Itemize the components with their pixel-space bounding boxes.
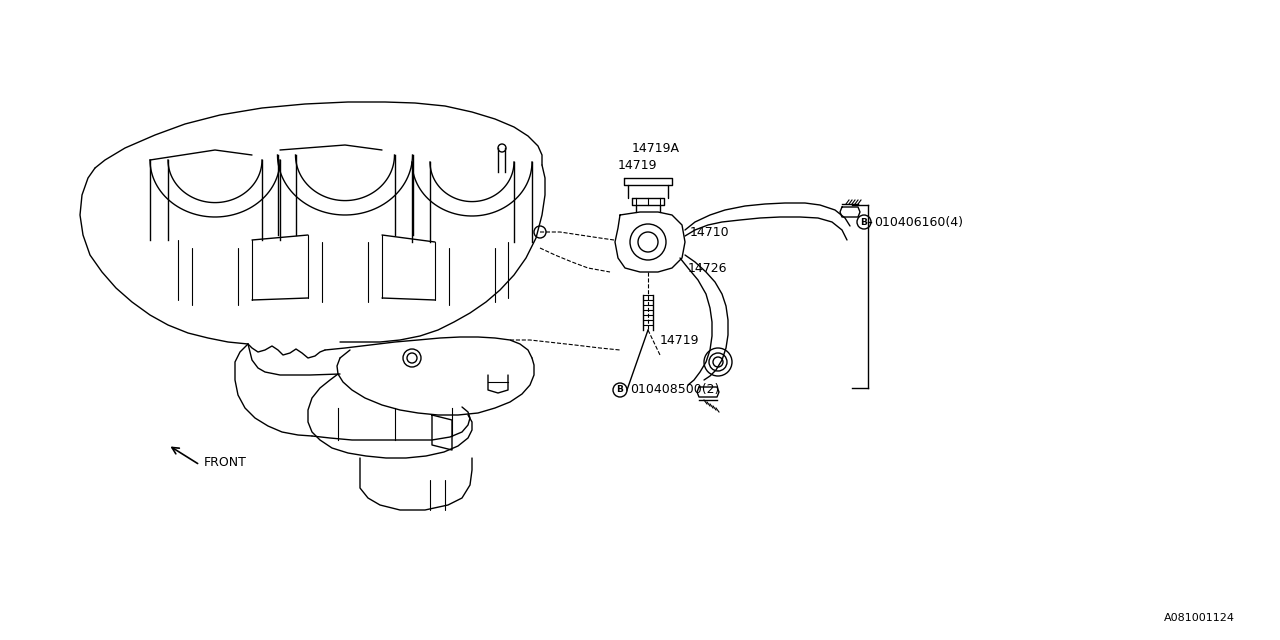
Text: B: B — [617, 385, 623, 394]
Text: 14719: 14719 — [618, 159, 658, 172]
Text: 14726: 14726 — [689, 262, 727, 275]
Text: 010406160(4): 010406160(4) — [874, 216, 963, 228]
Text: 010408500(2): 010408500(2) — [630, 383, 719, 397]
Text: B: B — [860, 218, 868, 227]
Text: 14719A: 14719A — [632, 141, 680, 154]
Text: 14719: 14719 — [660, 333, 699, 346]
Text: FRONT: FRONT — [204, 456, 247, 468]
Text: 14710: 14710 — [690, 225, 730, 239]
Text: A081001124: A081001124 — [1164, 613, 1235, 623]
